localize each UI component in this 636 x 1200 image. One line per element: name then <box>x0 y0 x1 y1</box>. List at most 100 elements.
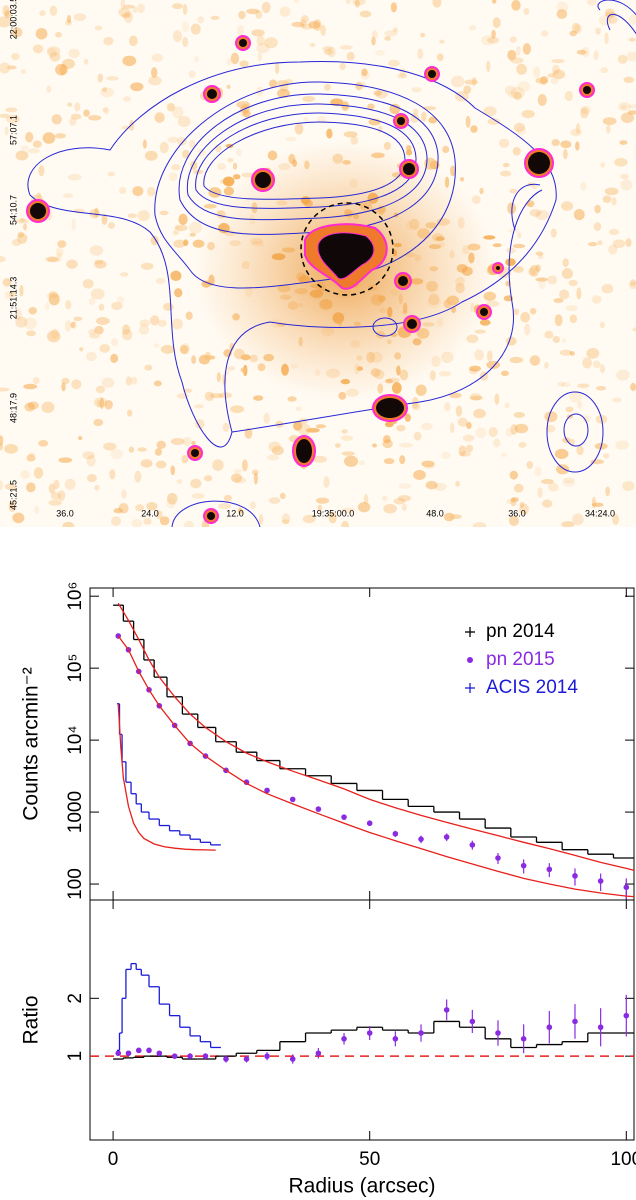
noise-blob <box>432 0 442 8</box>
source-core <box>583 86 591 94</box>
noise-blob <box>577 400 583 409</box>
noise-blob <box>612 239 626 248</box>
noise-blob <box>106 76 119 81</box>
noise-blob <box>537 94 547 106</box>
noise-blob <box>48 499 62 506</box>
noise-blob <box>167 136 179 143</box>
noise-blob <box>150 315 160 326</box>
noise-blob <box>230 52 240 65</box>
noise-blob <box>150 235 159 246</box>
noise-blob <box>586 348 600 359</box>
y-tick-label: 100 <box>65 868 86 900</box>
noise-blob <box>620 112 635 124</box>
noise-blob <box>20 470 30 480</box>
contour <box>195 112 417 209</box>
noise-blob <box>302 95 315 102</box>
source-core <box>480 308 488 316</box>
noise-blob <box>57 490 66 501</box>
source-core <box>398 276 408 286</box>
noise-blob <box>5 107 18 113</box>
noise-blob <box>417 48 424 60</box>
noise-blob <box>522 43 532 55</box>
noise-blob <box>0 480 4 491</box>
noise-blob <box>301 23 313 30</box>
noise-blob <box>492 17 501 29</box>
noise-blob <box>320 24 327 36</box>
noise-blob <box>341 520 350 527</box>
noise-blob <box>507 91 519 99</box>
noise-blob <box>424 464 435 469</box>
noise-blob <box>313 19 322 31</box>
noise-blob <box>577 383 590 389</box>
noise-blob <box>223 494 232 502</box>
contour <box>511 183 541 231</box>
noise-blob <box>487 118 501 125</box>
noise-blob <box>559 349 573 356</box>
noise-blob <box>182 21 189 33</box>
noise-blob <box>279 6 291 17</box>
noise-blob <box>436 53 444 62</box>
noise-blob <box>552 64 560 75</box>
noise-blob <box>0 435 4 446</box>
noise-blob <box>203 203 217 209</box>
noise-blob <box>411 87 422 93</box>
source-core <box>191 449 199 457</box>
noise-blob <box>244 427 253 439</box>
noise-blob <box>468 25 477 31</box>
noise-blob <box>405 145 412 151</box>
noise-blob <box>600 162 606 168</box>
noise-blob <box>504 85 517 95</box>
noise-blob <box>383 503 397 514</box>
y-tick-label: 1000 <box>65 791 86 833</box>
noise-blob <box>506 247 516 254</box>
noise-blob <box>181 454 189 464</box>
noise-blob <box>629 14 636 26</box>
noise-blob <box>544 411 558 423</box>
noise-blob <box>21 69 27 74</box>
noise-blob <box>23 223 28 231</box>
noise-blob <box>171 164 181 171</box>
noise-blob <box>526 200 535 208</box>
noise-blob <box>413 431 422 441</box>
noise-blob <box>564 91 574 102</box>
noise-blob <box>492 243 502 248</box>
noise-blob <box>281 519 290 524</box>
noise-blob <box>628 37 636 42</box>
noise-blob <box>93 397 108 408</box>
noise-blob <box>57 240 67 248</box>
noise-blob <box>151 53 163 62</box>
noise-blob <box>599 364 606 374</box>
noise-blob <box>486 360 501 369</box>
noise-blob <box>95 385 106 394</box>
noise-blob <box>253 472 258 485</box>
noise-blob <box>428 116 438 124</box>
noise-blob <box>535 210 550 220</box>
noise-blob <box>8 500 16 513</box>
contour <box>186 103 428 221</box>
noise-blob <box>48 291 58 298</box>
noise-blob <box>26 482 36 493</box>
noise-blob <box>535 251 544 256</box>
noise-blob <box>15 218 30 224</box>
noise-blob <box>103 36 114 46</box>
y-tick-label: 10⁶ <box>65 582 86 611</box>
noise-blob <box>35 28 48 40</box>
noise-blob <box>548 482 559 492</box>
source-core <box>296 439 312 463</box>
noise-blob <box>204 475 213 482</box>
noise-blob <box>562 258 569 268</box>
noise-blob <box>473 408 486 419</box>
noise-blob <box>41 401 55 413</box>
noise-blob <box>415 384 427 396</box>
noise-blob <box>183 239 189 246</box>
noise-blob <box>99 343 111 353</box>
noise-blob <box>58 457 73 463</box>
noise-blob <box>505 428 514 437</box>
data-point <box>202 1053 209 1059</box>
noise-blob <box>481 35 495 46</box>
noise-blob <box>107 222 115 229</box>
data-point <box>243 1056 250 1062</box>
source-core <box>428 70 436 78</box>
noise-blob <box>295 406 302 412</box>
noise-blob <box>442 145 450 154</box>
